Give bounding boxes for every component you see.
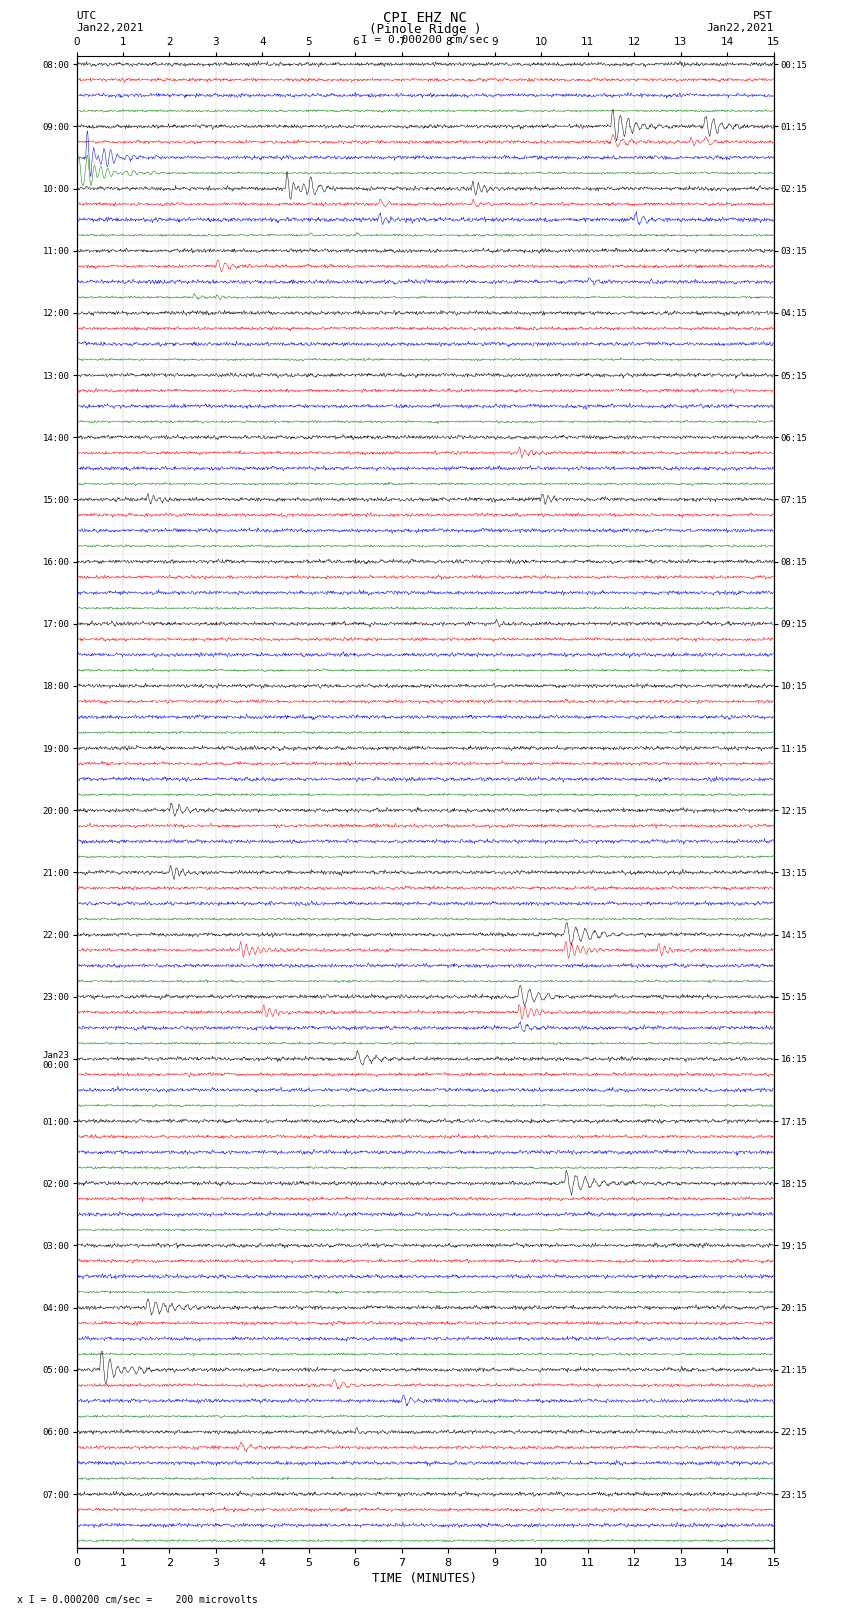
Text: I = 0.000200 cm/sec: I = 0.000200 cm/sec — [361, 35, 489, 45]
Text: Jan22,2021: Jan22,2021 — [76, 23, 144, 32]
Text: Jan22,2021: Jan22,2021 — [706, 23, 774, 32]
Text: PST: PST — [753, 11, 774, 21]
Text: CPI EHZ NC: CPI EHZ NC — [383, 11, 467, 26]
Text: x I = 0.000200 cm/sec =    200 microvolts: x I = 0.000200 cm/sec = 200 microvolts — [17, 1595, 258, 1605]
X-axis label: TIME (MINUTES): TIME (MINUTES) — [372, 1573, 478, 1586]
Text: (Pinole Ridge ): (Pinole Ridge ) — [369, 23, 481, 35]
Text: UTC: UTC — [76, 11, 97, 21]
